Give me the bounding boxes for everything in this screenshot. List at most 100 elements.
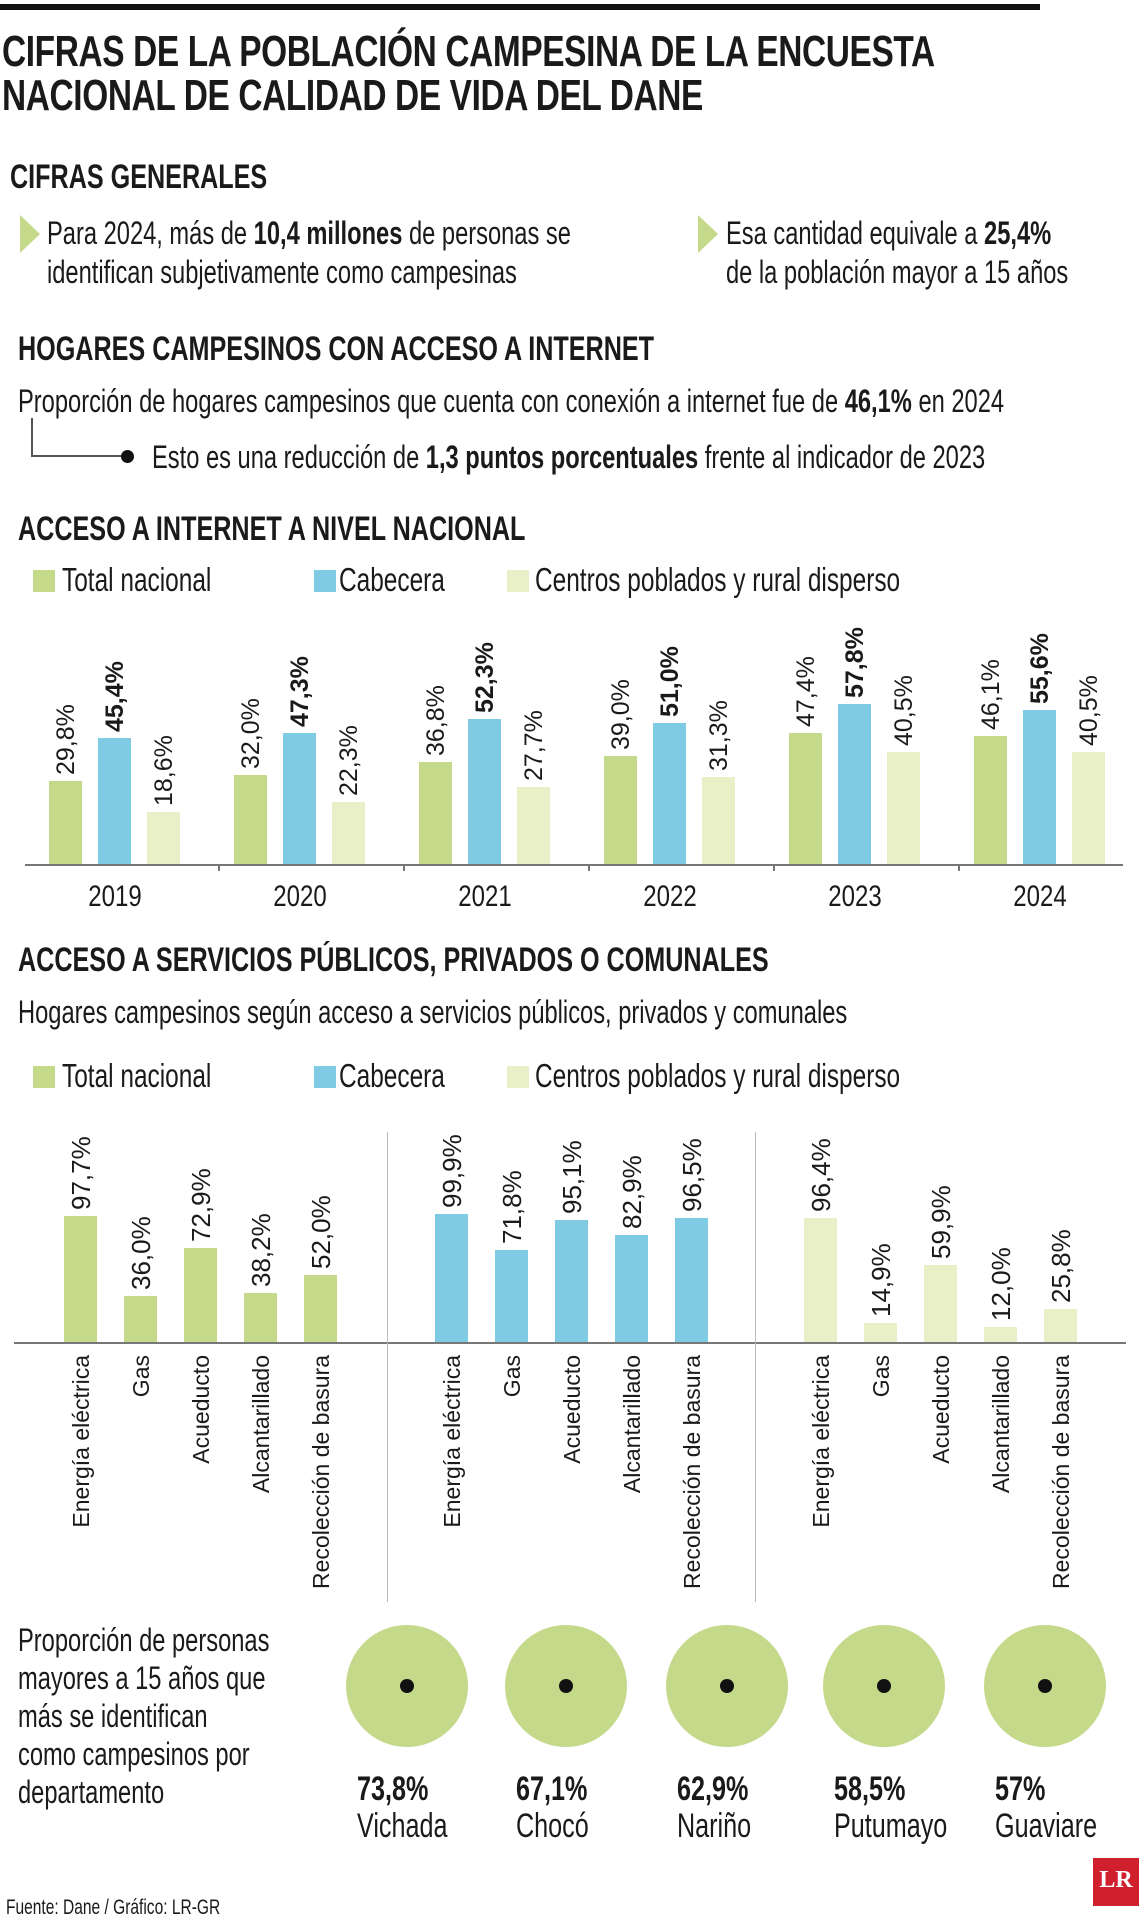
- caption-line: mayores a 15 años que: [18, 1660, 352, 1696]
- bar-1-2: [555, 1219, 588, 1342]
- category-label: Alcantarillado: [247, 1355, 274, 1494]
- category-label: Gas: [127, 1355, 154, 1398]
- value-label: 18,6%: [149, 735, 178, 807]
- legend-label: Cabecera: [339, 562, 482, 598]
- bar-2-2: [924, 1265, 957, 1342]
- value-label: 38,2%: [245, 1213, 276, 1287]
- tick-mark: [588, 864, 590, 871]
- legend-label: Cabecera: [339, 1058, 482, 1094]
- caption-line: más se identifican: [18, 1698, 274, 1734]
- value-label: 96,5%: [676, 1138, 707, 1212]
- highlight-value: 10,4 millones: [253, 215, 403, 251]
- name-text: Chocó: [516, 1807, 589, 1845]
- department-circle: [984, 1625, 1106, 1747]
- highlight-value: 46,1%: [844, 383, 912, 419]
- category-label: Energía eléctrica: [807, 1355, 834, 1528]
- bar-0-4: [304, 1275, 337, 1342]
- name-text: Vichada: [357, 1807, 448, 1845]
- bar-2019-0: [49, 781, 82, 864]
- bar-0-2: [184, 1248, 217, 1342]
- value-label: 12,0%: [985, 1246, 1016, 1321]
- dot-marker: [559, 1679, 573, 1693]
- value-label: 25,8%: [1045, 1229, 1076, 1303]
- percent-text: 57%: [995, 1770, 1046, 1808]
- category-label: Gas: [498, 1355, 525, 1398]
- value-label: 57,8%: [840, 627, 869, 698]
- text: Proporción de hogares campesinos que cue…: [18, 383, 845, 419]
- x-tick-label: 2019: [87, 880, 142, 913]
- legend-text: Total nacional: [62, 1057, 212, 1094]
- value-label: 99,9%: [436, 1133, 467, 1208]
- general-heading: CIFRAS GENERALES: [10, 160, 358, 194]
- bar-0-1: [124, 1295, 157, 1342]
- x-axis: [25, 864, 1123, 866]
- title-text: CIFRAS DE LA POBLACIÓN CAMPESINA DE LA E…: [2, 27, 935, 76]
- legend-text: Centros poblados y rural disperso: [535, 1057, 901, 1094]
- caption-text: como campesinos por: [18, 1736, 250, 1772]
- chart2-subtitle: Hogares campesinos según acceso a servic…: [18, 993, 1139, 1031]
- value-label: 47,3%: [285, 656, 314, 727]
- internet-households-line-2: Esto es una reducción de 1,3 puntos porc…: [152, 438, 1145, 476]
- value-label: 14,9%: [865, 1243, 896, 1317]
- bar-2022-1: [653, 722, 686, 864]
- legend-swatch: [33, 570, 55, 592]
- value-label: 59,9%: [925, 1185, 956, 1260]
- text: Esto es una reducción de: [152, 439, 426, 475]
- department-percent: 58,5%: [834, 1772, 930, 1806]
- triangle-bullet-icon: [698, 215, 718, 253]
- value-label: 45,4%: [100, 661, 129, 733]
- general-right-line-2: de la población mayor a 15 años: [726, 253, 1145, 291]
- department-name: Vichada: [357, 1808, 479, 1844]
- bar-2021-2: [517, 787, 550, 864]
- connector-line: [31, 455, 127, 457]
- name-text: Guaviare: [995, 1807, 1098, 1845]
- value-label: 31,3%: [704, 700, 733, 772]
- heading-text: CIFRAS GENERALES: [10, 158, 268, 196]
- bar-2021-1: [468, 719, 501, 864]
- legend-label: Centros poblados y rural disperso: [535, 1058, 1028, 1094]
- category-label: Recolección de basura: [307, 1355, 334, 1589]
- group-divider: [755, 1132, 756, 1602]
- department-percent: 62,9%: [677, 1772, 773, 1806]
- bar-2021-0: [419, 762, 452, 864]
- department-name: Chocó: [516, 1808, 614, 1844]
- department-circle: [346, 1625, 468, 1747]
- lr-logo: LR: [1093, 1858, 1139, 1906]
- category-label: Alcantarillado: [618, 1355, 645, 1494]
- text: identifican subjetivamente como campesin…: [47, 254, 517, 290]
- category-label: Recolección de basura: [678, 1355, 705, 1589]
- general-left-line-2: identifican subjetivamente como campesin…: [47, 253, 682, 291]
- department-name: Putumayo: [834, 1808, 987, 1844]
- caption-text: más se identifican: [18, 1698, 208, 1734]
- department-percent: 57%: [995, 1772, 1063, 1806]
- internet-households-heading: HOGARES CAMPESINOS CON ACCESO A INTERNET: [18, 332, 878, 366]
- page-title-line-2: NACIONAL DE CALIDAD DE VIDA DEL DANE: [2, 74, 924, 118]
- percent-text: 73,8%: [357, 1770, 429, 1808]
- category-label: Energía eléctrica: [67, 1355, 94, 1528]
- connector-dot: [121, 450, 134, 463]
- value-label: 22,3%: [334, 725, 363, 797]
- department-percent: 73,8%: [357, 1772, 453, 1806]
- value-label: 36,8%: [421, 685, 450, 757]
- tick-mark: [958, 864, 960, 871]
- x-tick-label: 2022: [642, 880, 697, 913]
- value-label: 71,8%: [496, 1170, 527, 1244]
- caption-text: Proporción de personas: [18, 1622, 270, 1658]
- dot-marker: [1038, 1679, 1052, 1693]
- x-tick-label: 2024: [1012, 880, 1067, 913]
- department-circle: [823, 1625, 945, 1747]
- bar-2023-2: [887, 751, 920, 864]
- x-axis: [14, 1342, 1126, 1344]
- category-label: Energía eléctrica: [438, 1355, 465, 1528]
- heading-text: ACCESO A SERVICIOS PÚBLICOS, PRIVADOS O …: [18, 941, 769, 979]
- legend-swatch: [314, 1066, 336, 1088]
- bar-1-1: [495, 1249, 528, 1342]
- category-label: Alcantarillado: [987, 1355, 1014, 1494]
- value-label: 52,3%: [470, 642, 499, 714]
- subtitle-text: Hogares campesinos según acceso a servic…: [18, 994, 848, 1030]
- value-label: 29,8%: [51, 704, 80, 776]
- caption-text: mayores a 15 años que: [18, 1660, 266, 1696]
- value-label: 82,9%: [616, 1155, 647, 1230]
- source-note: Fuente: Dane / Gráfico: LR-GR: [6, 1896, 295, 1920]
- heading-text: ACCESO A INTERNET A NIVEL NACIONAL: [18, 510, 526, 548]
